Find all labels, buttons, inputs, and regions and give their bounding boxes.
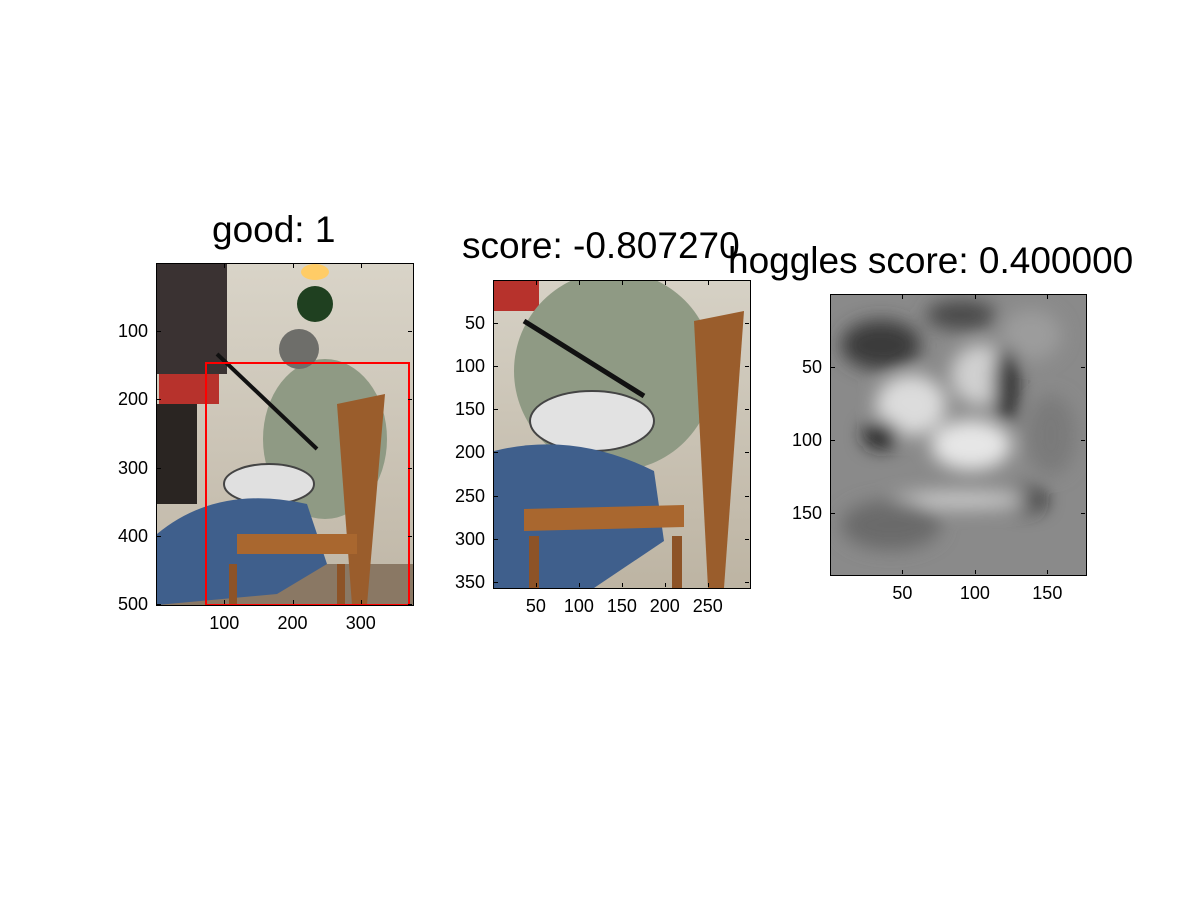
y-tick-mark [494, 582, 498, 583]
y-tick-mark [408, 468, 412, 469]
y-tick-mark [494, 409, 498, 410]
x-tick-mark [708, 583, 709, 587]
y-tick-mark [1081, 513, 1085, 514]
x-tick-mark [975, 570, 976, 574]
y-tick-mark [494, 496, 498, 497]
x-tick-mark [902, 570, 903, 574]
hoggles-axes [830, 294, 1087, 576]
x-tick-label: 150 [606, 596, 637, 616]
x-tick-mark [975, 295, 976, 299]
x-tick-label: 50 [892, 583, 913, 603]
x-tick-mark [665, 281, 666, 285]
y-tick-mark [494, 539, 498, 540]
hoggles-image [831, 295, 1086, 575]
x-tick-label: 150 [1032, 583, 1063, 603]
photo-image [157, 264, 413, 605]
y-tick-label: 500 [117, 594, 148, 614]
x-tick-label: 200 [277, 613, 308, 633]
y-tick-mark [745, 539, 749, 540]
x-tick-mark [1047, 295, 1048, 299]
y-tick-label: 200 [454, 442, 485, 463]
x-tick-label: 300 [345, 613, 376, 633]
y-tick-mark [1081, 440, 1085, 441]
x-tick-label: 50 [525, 596, 546, 616]
x-tick-label: 100 [563, 596, 594, 616]
x-tick-mark [622, 281, 623, 285]
y-tick-label: 300 [117, 457, 148, 478]
y-tick-mark [745, 323, 749, 324]
y-tick-mark [745, 366, 749, 367]
y-tick-mark [157, 604, 161, 605]
x-tick-mark [1047, 570, 1048, 574]
y-tick-mark [494, 323, 498, 324]
x-tick-mark [708, 281, 709, 285]
y-tick-mark [494, 452, 498, 453]
x-tick-label: 250 [692, 596, 723, 616]
x-tick-mark [665, 583, 666, 587]
crop-axes [493, 280, 751, 589]
title-score: score: -0.807270 [462, 225, 740, 266]
y-tick-mark [745, 496, 749, 497]
x-tick-mark [579, 281, 580, 285]
y-tick-label: 250 [454, 485, 485, 506]
x-tick-mark [536, 583, 537, 587]
y-tick-mark [745, 452, 749, 453]
y-tick-label: 150 [791, 502, 822, 523]
x-tick-mark [622, 583, 623, 587]
y-tick-label: 150 [454, 399, 485, 420]
title-hoggles: hoggles score: 0.400000 [728, 240, 1134, 281]
y-tick-mark [831, 440, 835, 441]
x-tick-mark [224, 264, 225, 268]
y-tick-label: 100 [791, 429, 822, 450]
x-tick-mark [293, 264, 294, 268]
y-tick-mark [408, 399, 412, 400]
x-tick-mark [902, 295, 903, 299]
y-tick-mark [408, 604, 412, 605]
y-tick-mark [157, 331, 161, 332]
y-tick-label: 300 [454, 528, 485, 549]
crop-image [494, 281, 750, 588]
y-tick-label: 50 [801, 356, 822, 377]
bbox-rectangle [205, 362, 410, 605]
y-tick-label: 350 [454, 571, 485, 592]
x-tick-mark [361, 264, 362, 268]
y-tick-label: 100 [117, 321, 148, 342]
x-tick-label: 100 [959, 583, 990, 603]
x-tick-mark [579, 583, 580, 587]
y-tick-mark [1081, 367, 1085, 368]
x-tick-mark [224, 600, 225, 604]
y-tick-mark [157, 536, 161, 537]
x-tick-label: 100 [209, 613, 240, 633]
y-tick-label: 200 [117, 389, 148, 410]
x-tick-mark [361, 600, 362, 604]
y-tick-label: 400 [117, 525, 148, 546]
y-tick-mark [745, 409, 749, 410]
photo-axes [156, 263, 414, 606]
y-tick-mark [408, 536, 412, 537]
y-tick-mark [157, 468, 161, 469]
y-tick-label: 50 [464, 313, 485, 334]
x-tick-label: 200 [649, 596, 680, 616]
y-tick-label: 100 [454, 356, 485, 377]
y-tick-mark [408, 331, 412, 332]
y-tick-mark [494, 366, 498, 367]
x-tick-mark [536, 281, 537, 285]
y-tick-mark [831, 367, 835, 368]
y-tick-mark [745, 582, 749, 583]
y-tick-mark [831, 513, 835, 514]
y-tick-mark [157, 399, 161, 400]
x-tick-mark [293, 600, 294, 604]
title-good: good: 1 [212, 209, 336, 250]
